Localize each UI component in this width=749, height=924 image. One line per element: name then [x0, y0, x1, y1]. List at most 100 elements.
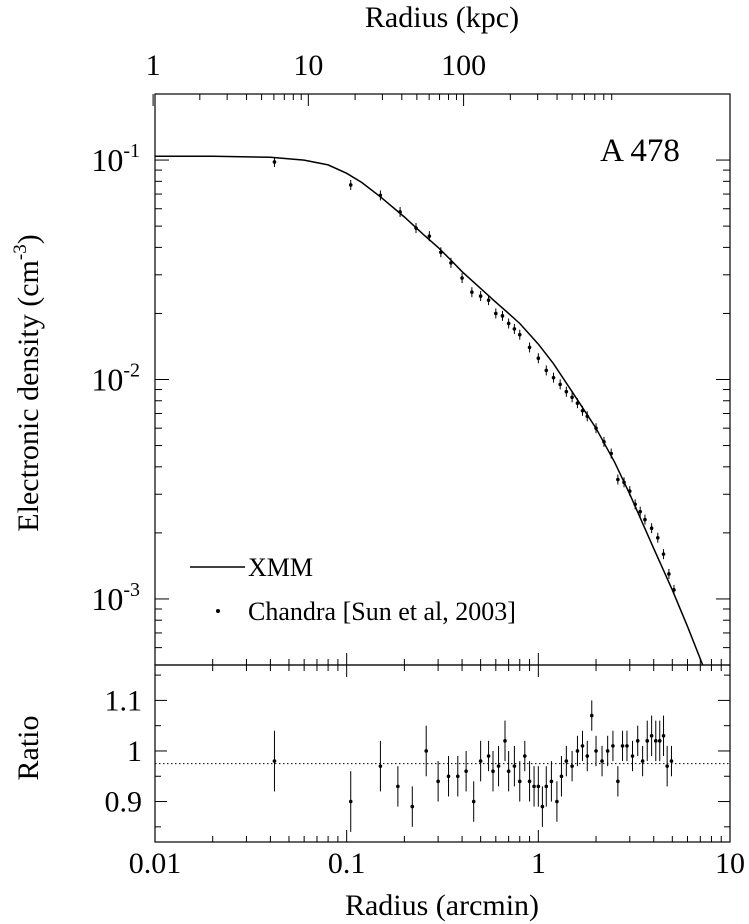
ratio-point-marker — [272, 759, 277, 763]
ratio-point-marker — [464, 769, 468, 773]
bottom-axis-label: Radius (arcmin) — [345, 889, 539, 922]
chandra-data-point — [272, 156, 277, 167]
chandra-point-marker — [378, 193, 383, 198]
chandra-point-marker — [500, 314, 505, 318]
ratio-data-point — [594, 735, 598, 767]
chandra-data-point — [585, 411, 590, 422]
ratio-data-point — [478, 740, 483, 782]
chandra-data-point — [609, 448, 614, 459]
ratio-data-point — [503, 720, 507, 762]
ratio-data-point — [661, 715, 666, 757]
ratio-point-marker — [486, 754, 491, 758]
chandra-data-point — [478, 291, 483, 302]
ratio-data-point — [669, 745, 674, 777]
chandra-point-marker — [536, 356, 541, 361]
ratio-data-point — [665, 745, 669, 787]
chandra-point-marker — [527, 345, 532, 350]
chandra-data-point — [512, 323, 517, 334]
y-tick-exponent: -3 — [123, 579, 140, 601]
ratio-point-marker — [669, 759, 674, 763]
x-top-tick-label: 10 — [293, 49, 323, 82]
ratio-data-point — [635, 725, 640, 757]
x-tick-label: 1 — [531, 847, 546, 880]
ratio-data-point — [564, 745, 569, 777]
ratio-data-point — [471, 781, 476, 822]
chandra-point-marker — [609, 451, 614, 456]
ratio-point-marker — [496, 764, 501, 768]
ratio-plot-area — [155, 700, 730, 832]
chandra-data-point — [661, 549, 666, 560]
ratio-data-point — [616, 766, 620, 797]
chandra-point-marker — [655, 535, 660, 540]
density-axis-label-close: ) — [12, 234, 45, 244]
ratio-data-point — [570, 750, 574, 782]
chandra-data-point — [378, 190, 383, 201]
axis-ticks — [152, 93, 730, 842]
chandra-data-point — [449, 257, 453, 268]
ratio-point-marker — [640, 759, 645, 763]
ratio-data-point — [491, 750, 495, 792]
ratio-point-marker — [580, 744, 585, 748]
ratio-data-point — [580, 730, 585, 762]
y-tick-label-ratio: 0.9 — [105, 786, 143, 819]
ratio-data-point — [630, 740, 635, 772]
chandra-point-marker — [460, 276, 464, 280]
ratio-point-marker — [424, 749, 429, 753]
legend: XMM Chandra [Sun et al, 2003] — [190, 553, 516, 626]
chandra-data-point — [602, 436, 606, 447]
ratio-data-point — [589, 700, 594, 731]
ratio-point-marker — [630, 754, 635, 758]
chandra-data-point — [667, 568, 671, 579]
ratio-data-point — [536, 766, 541, 807]
ratio-point-marker — [378, 764, 383, 768]
density-axis-label-exponent: -3 — [10, 244, 31, 260]
chandra-point-marker — [398, 210, 402, 214]
chandra-point-marker — [470, 290, 474, 294]
ratio-point-marker — [527, 779, 532, 784]
density-axis-label-base: Electronic density (cm — [12, 260, 45, 532]
ratio-data-point — [464, 750, 468, 792]
y-tick-base: 10 — [91, 362, 123, 398]
ratio-point-marker — [585, 754, 590, 758]
chandra-data-point — [500, 310, 505, 321]
ratio-point-marker — [512, 764, 517, 768]
ratio-data-point — [506, 750, 511, 792]
chandra-point-marker — [638, 509, 643, 514]
chandra-data-point — [633, 499, 637, 510]
x-top-tick-label: 100 — [441, 49, 486, 82]
y-tick-exponent: -2 — [123, 360, 140, 382]
chandra-data-point — [627, 486, 632, 497]
ratio-point-marker — [523, 754, 527, 758]
ratio-point-marker — [661, 734, 666, 738]
ratio-point-marker — [536, 784, 541, 789]
chandra-data-point — [536, 353, 541, 364]
chandra-point-marker — [622, 480, 626, 485]
chandra-data-point — [575, 398, 580, 409]
ratio-data-point — [645, 720, 650, 762]
chandra-data-point — [414, 223, 418, 234]
chandra-data-point — [470, 287, 474, 298]
density-axis-label: Electronic density (cm-3) — [10, 234, 45, 531]
chandra-point-marker — [627, 489, 632, 493]
ratio-data-point — [424, 725, 429, 777]
chandra-point-marker — [643, 517, 647, 522]
ratio-data-point — [649, 715, 654, 757]
chandra-data-point — [570, 392, 574, 403]
y-tick-label-ratio: 1.1 — [105, 684, 143, 717]
ratio-data-point — [272, 730, 277, 792]
chandra-point-marker — [478, 294, 483, 298]
ratio-point-marker — [517, 779, 522, 784]
chandra-data-point — [439, 247, 443, 258]
y-tick-label-density: 10-2 — [91, 360, 140, 398]
chandra-point-marker — [512, 327, 517, 331]
density-plot-area — [155, 155, 704, 666]
ratio-point-marker — [478, 759, 483, 763]
ratio-data-point — [600, 745, 604, 777]
chandra-point-marker — [506, 321, 511, 326]
ratio-data-point — [532, 766, 536, 807]
chandra-point-marker — [427, 234, 432, 238]
ratio-point-marker — [436, 779, 440, 784]
ratio-point-marker — [559, 774, 564, 779]
